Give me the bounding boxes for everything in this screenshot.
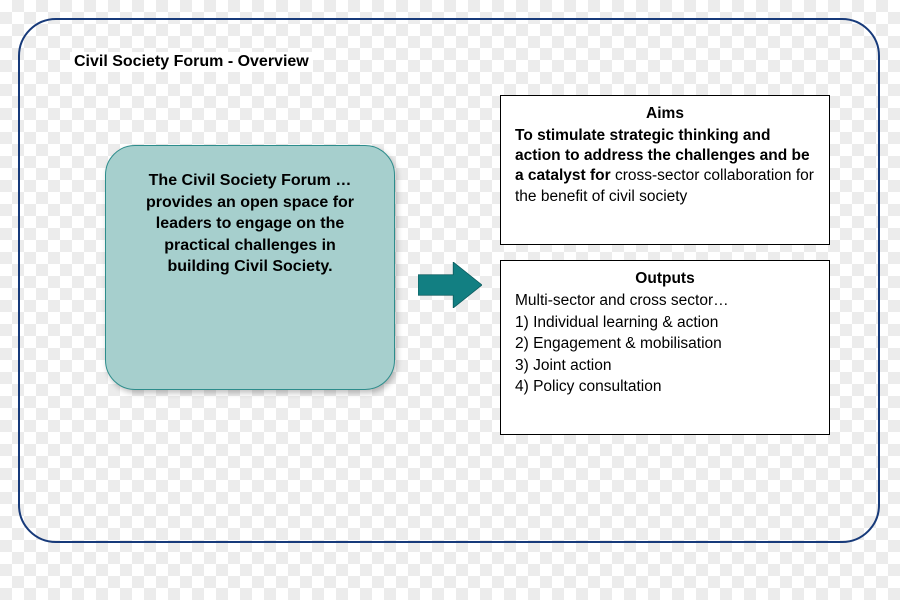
outputs-list: 1) Individual learning & action 2) Engag… xyxy=(515,313,815,397)
outputs-item: 2) Engagement & mobilisation xyxy=(515,334,815,354)
outputs-title: Outputs xyxy=(515,269,815,289)
diagram-title: Civil Society Forum - Overview xyxy=(70,52,313,72)
arrow-shape xyxy=(418,262,482,308)
aims-title: Aims xyxy=(515,104,815,124)
aims-box: Aims To stimulate strategic thinking and… xyxy=(500,95,830,245)
outputs-item: 4) Policy consultation xyxy=(515,377,815,397)
outputs-item: 3) Joint action xyxy=(515,356,815,376)
outputs-subtitle: Multi-sector and cross sector… xyxy=(515,291,815,311)
aims-body: To stimulate strategic thinking and acti… xyxy=(515,126,815,207)
arrow-icon xyxy=(418,262,482,308)
outputs-box: Outputs Multi-sector and cross sector… 1… xyxy=(500,260,830,435)
mission-text: The Civil Society Forum …provides an ope… xyxy=(132,170,368,278)
outputs-item: 1) Individual learning & action xyxy=(515,313,815,333)
mission-box: The Civil Society Forum …provides an ope… xyxy=(105,145,395,390)
